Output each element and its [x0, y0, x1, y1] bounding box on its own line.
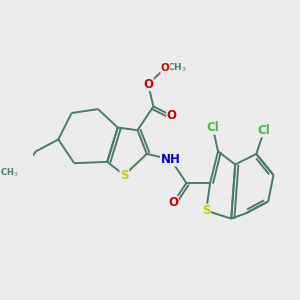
- Text: O: O: [161, 63, 170, 73]
- Text: Cl: Cl: [206, 121, 219, 134]
- Text: O: O: [167, 109, 177, 122]
- Text: Cl: Cl: [258, 124, 271, 137]
- Text: O: O: [168, 196, 178, 209]
- Text: CH$_3$: CH$_3$: [167, 62, 186, 74]
- Text: S: S: [120, 169, 129, 182]
- Text: NH: NH: [160, 153, 181, 166]
- Text: CH$_3$: CH$_3$: [0, 166, 19, 179]
- Text: O: O: [143, 77, 153, 91]
- Text: S: S: [202, 204, 210, 217]
